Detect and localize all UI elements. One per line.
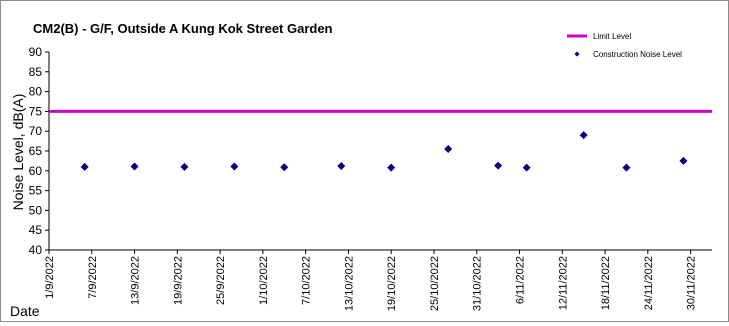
noise-level-point	[387, 163, 396, 172]
x-tick-label: 24/11/2022	[643, 256, 655, 310]
y-tick-label: 80	[29, 85, 43, 99]
x-tick-label: 1/9/2022	[44, 256, 56, 299]
noise-level-point	[579, 131, 588, 140]
y-tick-label: 50	[29, 203, 43, 217]
x-tick-label: 30/11/2022	[686, 256, 698, 310]
y-axis-label: Noise Level, dB(A)	[10, 94, 26, 211]
x-tick-label: 25/10/2022	[429, 256, 441, 311]
y-tick-label: 60	[29, 164, 43, 178]
legend-entry-label: Construction Noise Level	[593, 50, 682, 59]
x-tick-label: 12/11/2022	[557, 256, 569, 310]
y-tick-label: 90	[29, 45, 43, 59]
y-tick-label: 65	[29, 144, 43, 158]
y-tick-label: 85	[29, 65, 43, 79]
noise-level-point	[522, 163, 531, 172]
legend: Limit Level Construction Noise Level	[567, 32, 682, 59]
noise-level-point	[622, 163, 631, 172]
noise-level-point	[130, 162, 139, 171]
noise-level-point	[494, 161, 503, 170]
x-tick-label: 7/9/2022	[87, 256, 99, 299]
noise-level-point	[230, 162, 239, 171]
noise-level-point	[337, 162, 346, 171]
noise-level-point	[180, 162, 189, 171]
y-tick-label: 45	[29, 223, 43, 237]
x-axis-label: Date	[10, 303, 40, 319]
x-tick-label: 13/9/2022	[130, 256, 142, 305]
legend-noise-swatch	[574, 51, 580, 57]
plot-area: 40 45 50 55 60 65 70 75 80 85 90 1/9/2022 7/9/2022 13…	[29, 45, 712, 311]
noise-level-point	[280, 163, 289, 172]
x-tick-label: 13/10/2022	[343, 256, 355, 311]
x-tick-label: 1/10/2022	[258, 256, 270, 305]
y-tick-label: 55	[29, 184, 43, 198]
x-tick-label: 6/11/2022	[515, 256, 527, 304]
noise-level-point	[444, 145, 453, 154]
y-tick-label: 40	[29, 243, 43, 257]
x-tick-label: 7/10/2022	[301, 256, 313, 305]
x-tick-label: 19/10/2022	[386, 256, 398, 311]
noise-chart: CM2(B) - G/F, Outside A Kung Kok Street …	[10, 21, 712, 319]
x-tick-label: 31/10/2022	[472, 256, 484, 311]
y-tick-label: 75	[29, 104, 43, 118]
chart-title: CM2(B) - G/F, Outside A Kung Kok Street …	[33, 21, 333, 36]
y-tick-label: 70	[29, 124, 43, 138]
legend-entry-label: Limit Level	[593, 32, 631, 41]
x-tick-label: 19/9/2022	[172, 256, 184, 305]
x-tick-label: 25/9/2022	[215, 256, 227, 305]
noise-level-point	[80, 162, 89, 171]
noise-level-point	[679, 156, 688, 165]
x-tick-label: 18/11/2022	[600, 256, 612, 310]
